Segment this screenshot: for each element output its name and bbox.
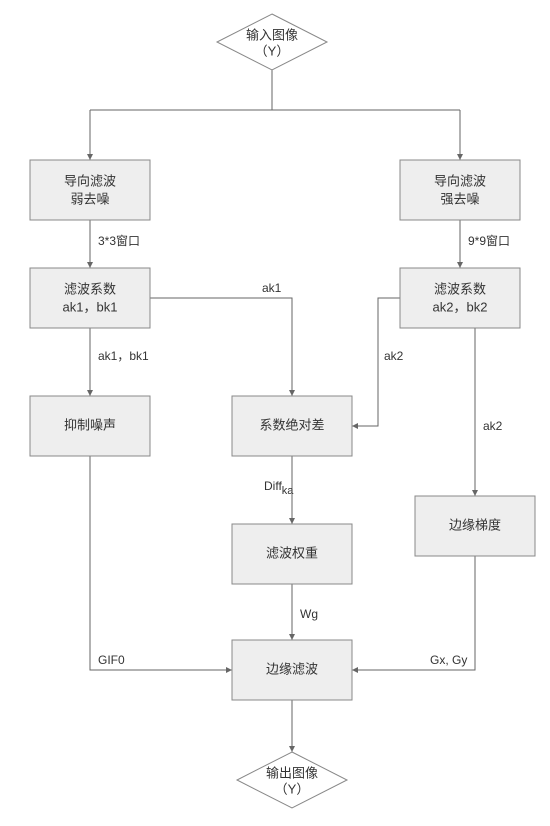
label-ak2-grad: ak2 bbox=[483, 419, 503, 433]
svg-text:滤波权重: 滤波权重 bbox=[266, 545, 318, 560]
label-3x3: 3*3窗口 bbox=[98, 234, 140, 248]
label-diffka: Diffka bbox=[264, 479, 294, 497]
svg-text:系数绝对差: 系数绝对差 bbox=[259, 417, 324, 432]
svg-text:输出图像: 输出图像 bbox=[266, 765, 318, 780]
node-coef-left: 滤波系数 ak1，bk1 bbox=[30, 268, 150, 328]
label-wg: Wg bbox=[300, 607, 318, 621]
svg-text:导向滤波: 导向滤波 bbox=[64, 173, 116, 188]
node-output: 输出图像 （Y） bbox=[237, 752, 347, 808]
node-guide-weak: 导向滤波 弱去噪 bbox=[30, 160, 150, 220]
svg-text:ak2，bk2: ak2，bk2 bbox=[433, 299, 488, 314]
label-9x9: 9*9窗口 bbox=[468, 234, 510, 248]
svg-text:（Y）: （Y） bbox=[275, 781, 310, 796]
node-weight: 滤波权重 bbox=[232, 524, 352, 584]
label-ak1bk1: ak1，bk1 bbox=[98, 349, 149, 363]
label-ak1: ak1 bbox=[262, 281, 282, 295]
svg-text:（Y）: （Y） bbox=[255, 43, 290, 58]
node-coef-right: 滤波系数 ak2，bk2 bbox=[400, 268, 520, 328]
edge-gif0 bbox=[90, 456, 232, 670]
svg-text:强去噪: 强去噪 bbox=[440, 191, 479, 206]
flowchart: 3*3窗口 9*9窗口 ak1，bk1 ak1 ak2 ak2 Diffka W… bbox=[0, 0, 550, 826]
node-input: 输入图像 （Y） bbox=[217, 14, 327, 70]
svg-text:弱去噪: 弱去噪 bbox=[70, 191, 109, 206]
svg-text:边缘梯度: 边缘梯度 bbox=[449, 517, 501, 532]
node-suppress: 抑制噪声 bbox=[30, 396, 150, 456]
edge-ak1 bbox=[150, 298, 292, 396]
svg-text:ak1，bk1: ak1，bk1 bbox=[63, 299, 118, 314]
svg-text:滤波系数: 滤波系数 bbox=[434, 281, 486, 296]
label-gxgy: Gx, Gy bbox=[430, 653, 467, 667]
node-absdiff: 系数绝对差 bbox=[232, 396, 352, 456]
node-gradient: 边缘梯度 bbox=[415, 496, 535, 556]
label-ak2-diff: ak2 bbox=[384, 349, 404, 363]
svg-text:边缘滤波: 边缘滤波 bbox=[266, 661, 318, 676]
node-edgefilter: 边缘滤波 bbox=[232, 640, 352, 700]
svg-text:滤波系数: 滤波系数 bbox=[64, 281, 116, 296]
svg-text:输入图像: 输入图像 bbox=[246, 27, 298, 42]
node-guide-strong: 导向滤波 强去噪 bbox=[400, 160, 520, 220]
svg-text:抑制噪声: 抑制噪声 bbox=[64, 417, 116, 432]
svg-text:导向滤波: 导向滤波 bbox=[434, 173, 486, 188]
label-gif0: GIF0 bbox=[98, 653, 125, 667]
